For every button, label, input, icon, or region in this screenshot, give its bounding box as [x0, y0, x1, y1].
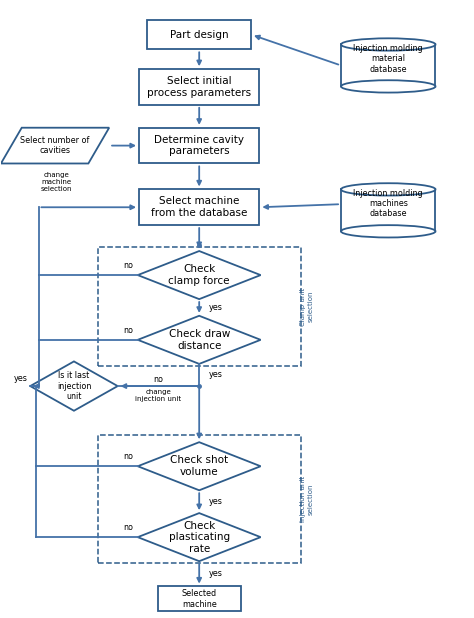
- Polygon shape: [138, 251, 261, 299]
- FancyBboxPatch shape: [139, 69, 259, 105]
- Polygon shape: [138, 513, 261, 561]
- Text: Is it last
injection
unit: Is it last injection unit: [57, 371, 91, 401]
- Text: Check shot
volume: Check shot volume: [170, 455, 228, 477]
- Text: Select initial
process parameters: Select initial process parameters: [147, 76, 251, 98]
- Ellipse shape: [341, 38, 436, 51]
- Text: Check
plasticating
rate: Check plasticating rate: [169, 520, 230, 554]
- Text: Clamp unit
selection: Clamp unit selection: [301, 287, 313, 326]
- Text: change
injection unit: change injection unit: [136, 389, 182, 402]
- Text: no: no: [123, 261, 133, 270]
- FancyBboxPatch shape: [341, 189, 436, 231]
- Text: Determine cavity
parameters: Determine cavity parameters: [154, 135, 244, 156]
- Ellipse shape: [341, 225, 436, 237]
- FancyBboxPatch shape: [147, 20, 251, 49]
- Text: Check
clamp force: Check clamp force: [168, 265, 230, 286]
- Polygon shape: [30, 362, 118, 411]
- Text: no: no: [123, 452, 133, 461]
- Text: Select machine
from the database: Select machine from the database: [151, 197, 247, 218]
- Polygon shape: [138, 442, 261, 490]
- Text: Select number of
cavities: Select number of cavities: [20, 136, 90, 155]
- Text: Injection molding
material
database: Injection molding material database: [354, 44, 423, 74]
- Text: yes: yes: [209, 370, 222, 379]
- FancyBboxPatch shape: [158, 586, 240, 611]
- FancyBboxPatch shape: [341, 44, 436, 87]
- Text: yes: yes: [209, 497, 222, 506]
- Text: Check draw
distance: Check draw distance: [168, 329, 230, 350]
- Text: Part design: Part design: [170, 30, 228, 40]
- Text: no: no: [154, 375, 164, 384]
- Text: yes: yes: [209, 569, 222, 578]
- Text: yes: yes: [14, 374, 28, 383]
- Text: no: no: [123, 523, 133, 532]
- FancyBboxPatch shape: [139, 128, 259, 164]
- Text: yes: yes: [209, 303, 222, 312]
- Polygon shape: [1, 128, 109, 164]
- FancyBboxPatch shape: [139, 189, 259, 225]
- Text: Injection molding
machines
database: Injection molding machines database: [354, 188, 423, 218]
- Text: no: no: [123, 326, 133, 335]
- Ellipse shape: [341, 80, 436, 93]
- Text: Injection unit
selection: Injection unit selection: [301, 476, 313, 522]
- Text: Selected
machine: Selected machine: [182, 589, 217, 609]
- Text: change
machine
selection: change machine selection: [41, 172, 73, 192]
- Polygon shape: [138, 316, 261, 364]
- Ellipse shape: [341, 183, 436, 195]
